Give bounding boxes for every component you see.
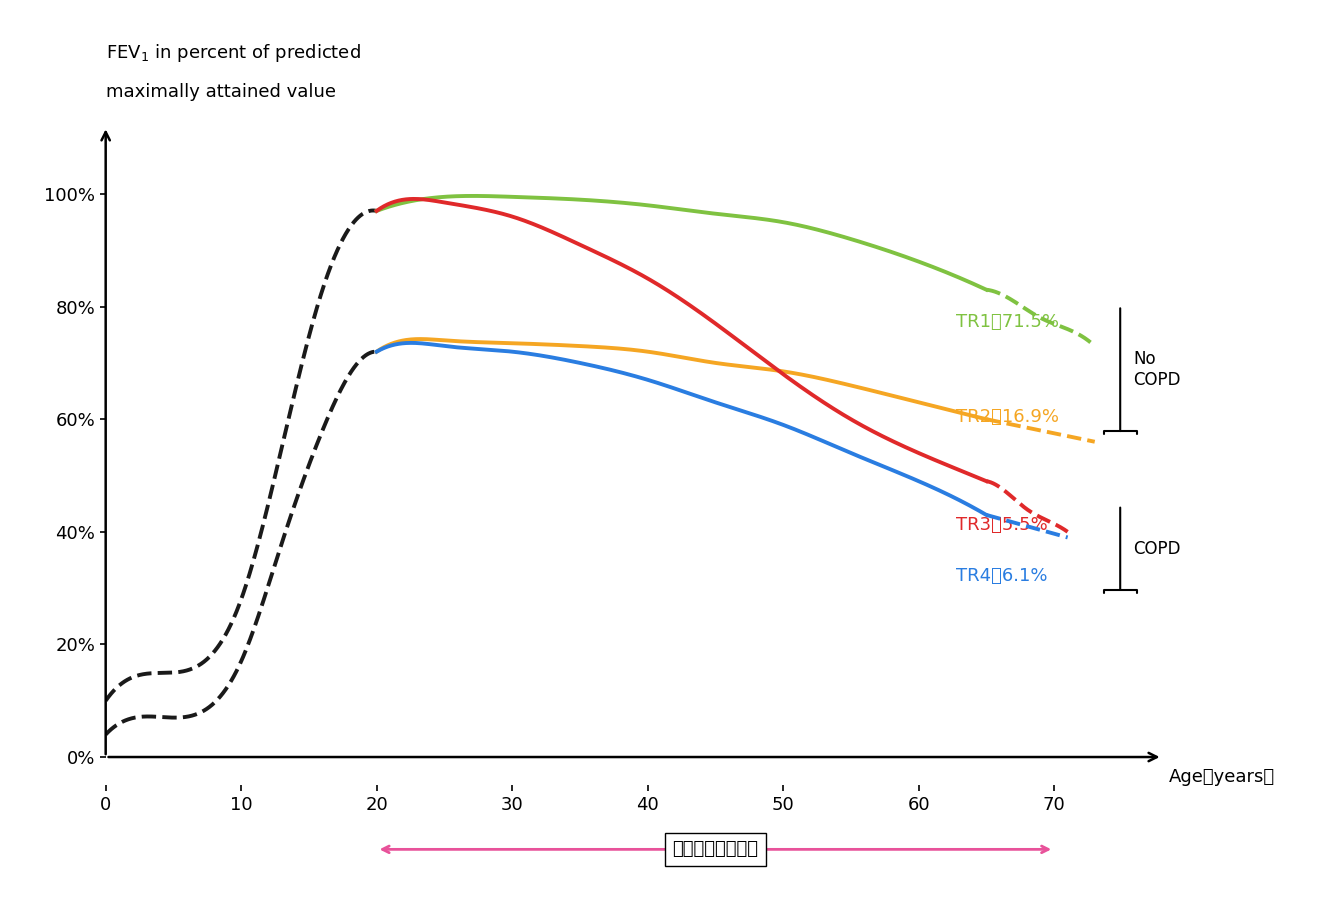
Text: TR2：16.9%: TR2：16.9%	[956, 408, 1059, 426]
Text: TR4：6.1%: TR4：6.1%	[956, 567, 1048, 584]
Text: maximally attained value: maximally attained value	[106, 82, 336, 100]
Text: 観察中の年齢範囲: 観察中の年齢範囲	[672, 840, 758, 858]
Text: TR3：5.5%: TR3：5.5%	[956, 516, 1048, 534]
Text: Age（years）: Age（years）	[1169, 768, 1275, 786]
Text: FEV$_1$ in percent of predicted: FEV$_1$ in percent of predicted	[106, 42, 361, 64]
Text: No
COPD: No COPD	[1133, 351, 1181, 389]
Text: TR1：71.5%: TR1：71.5%	[956, 313, 1059, 331]
Text: COPD: COPD	[1133, 540, 1181, 558]
